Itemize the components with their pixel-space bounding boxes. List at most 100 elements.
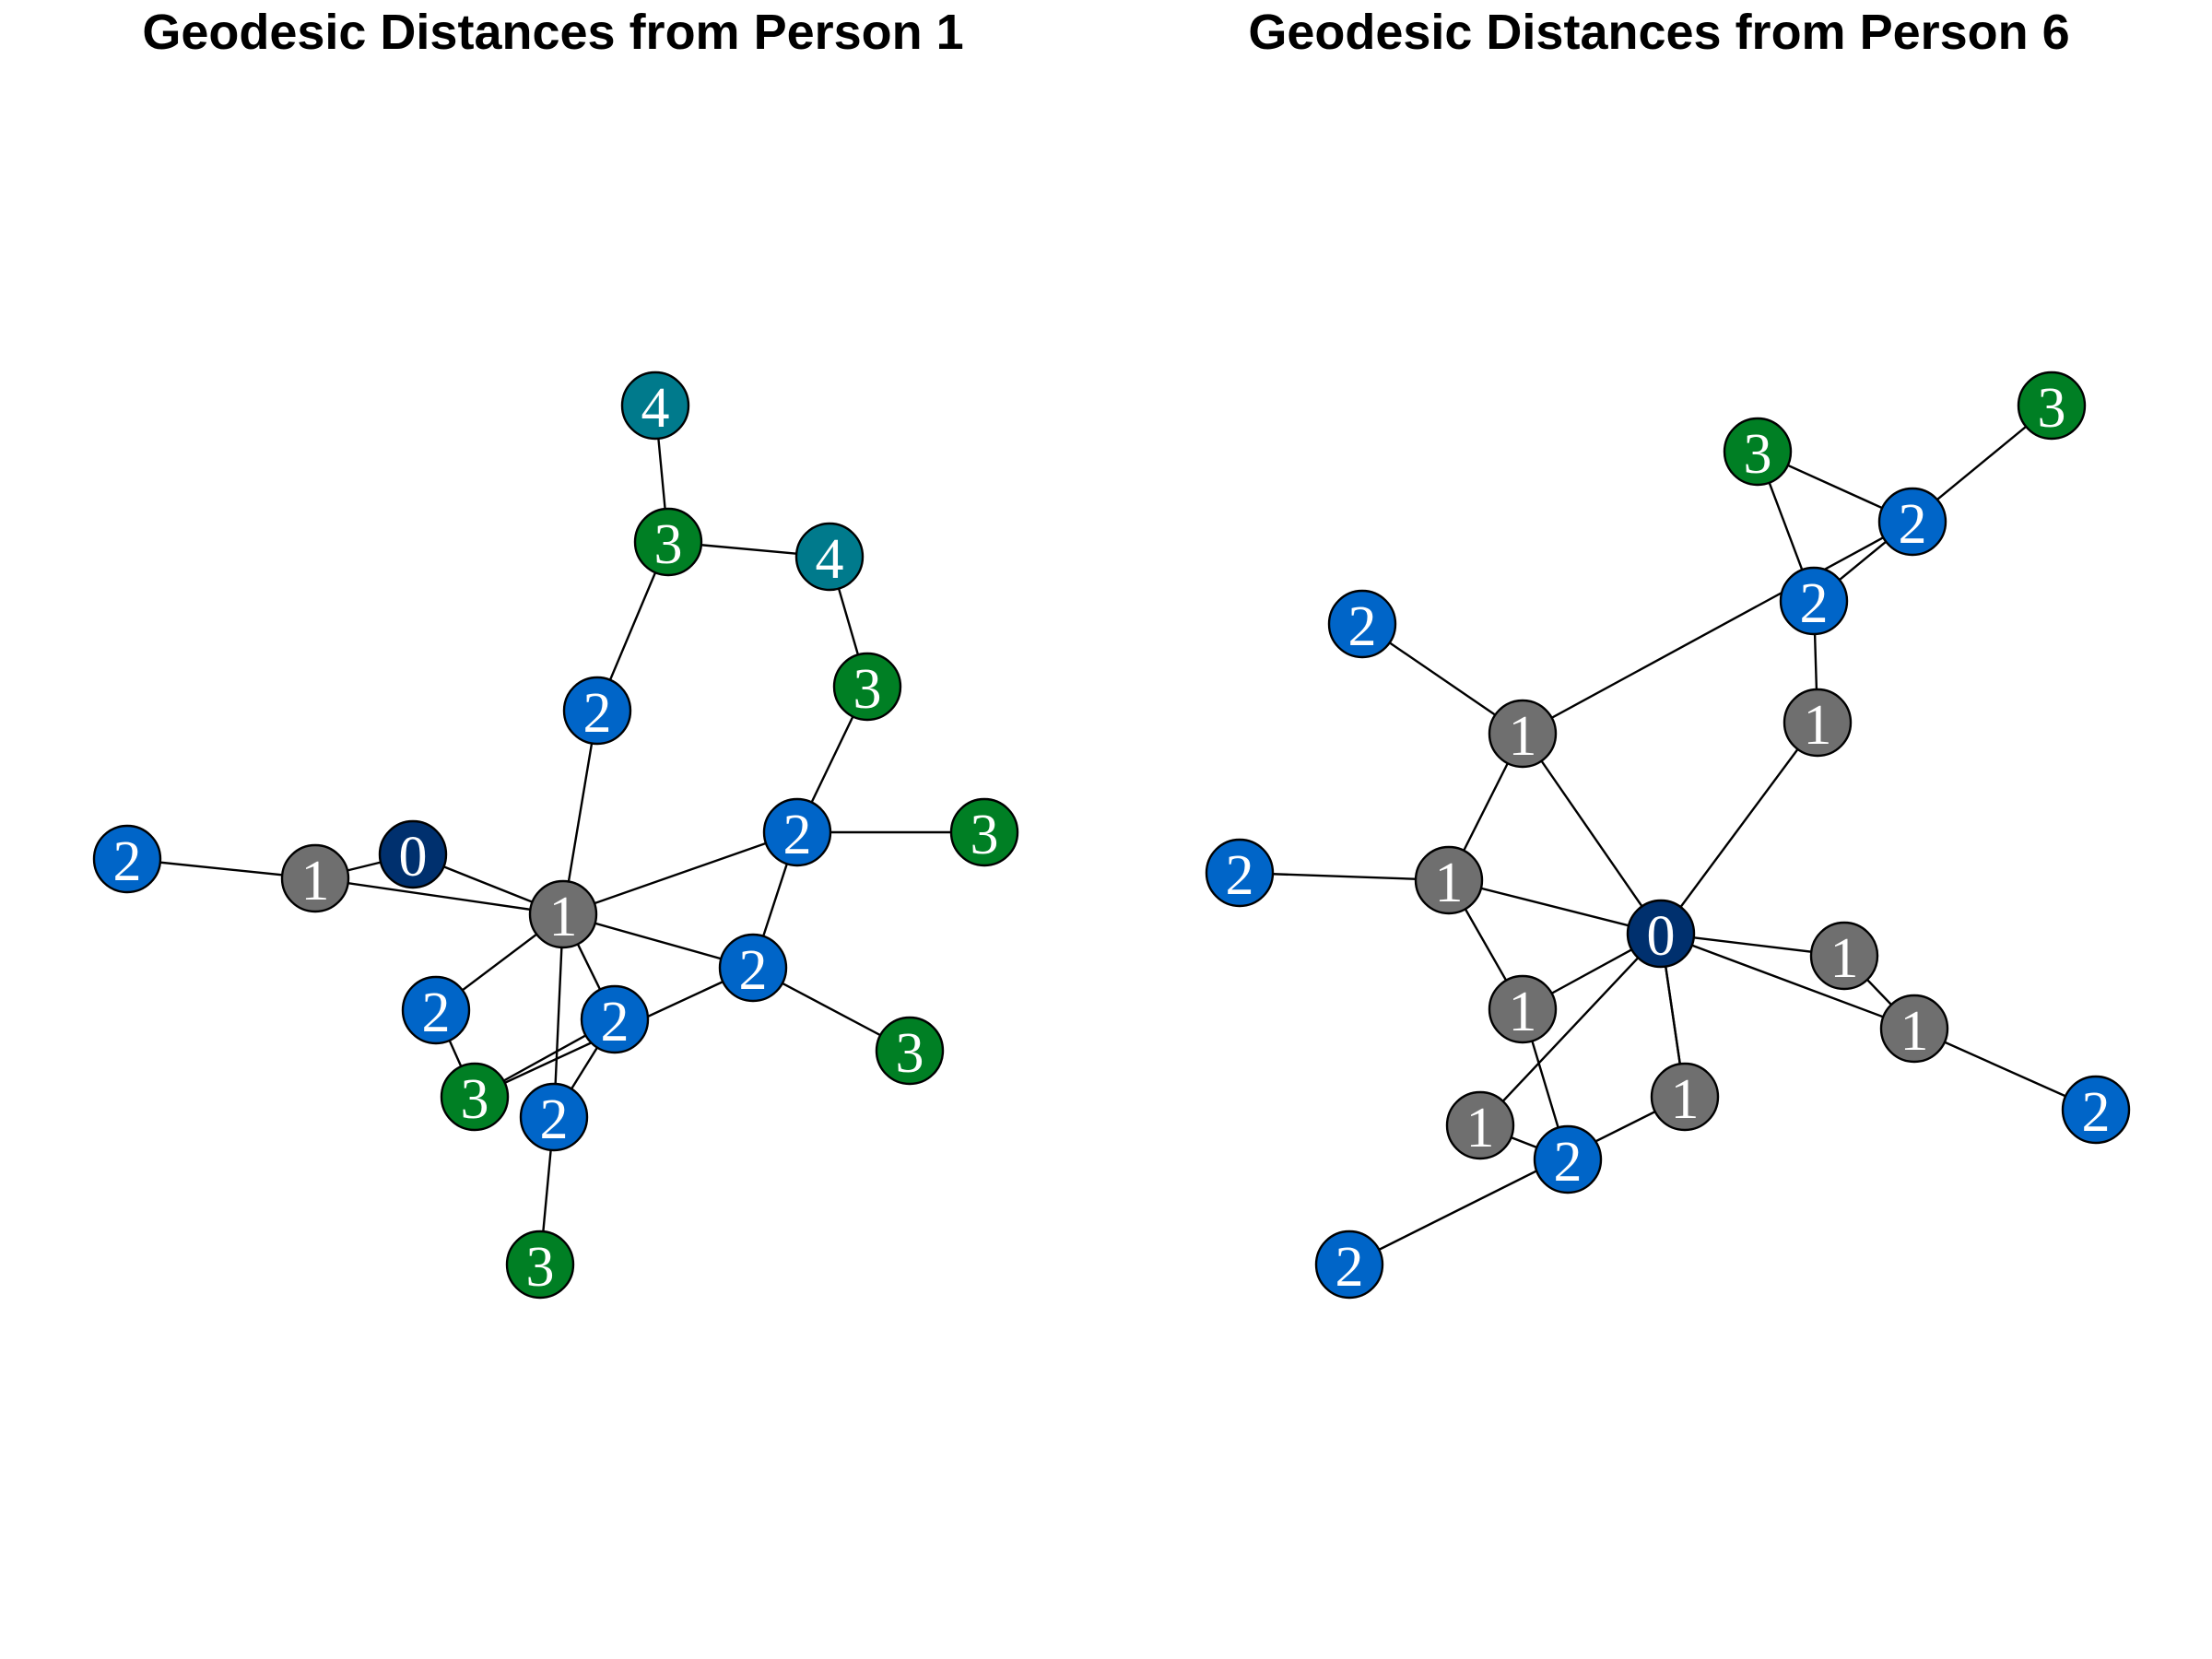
- graph-node: 0: [378, 819, 448, 889]
- graph-edge: [314, 877, 564, 916]
- node-circle: [1779, 566, 1849, 636]
- graph-node: 1: [1650, 1062, 1720, 1132]
- node-distance-label: 2: [783, 804, 812, 866]
- graph-edge: [1660, 932, 1915, 1030]
- right-panel-title: Geodesic Distances from Person 6: [1248, 5, 2070, 60]
- node-distance-label: 2: [113, 830, 142, 893]
- node-circle: [1414, 845, 1484, 915]
- node-distance-label: 3: [2038, 377, 2066, 440]
- node-circle: [1879, 994, 1949, 1064]
- node-circle: [1327, 589, 1397, 659]
- graph-node: 1: [1414, 845, 1484, 915]
- graph-node: 2: [718, 933, 788, 1003]
- graph-edge: [561, 710, 599, 915]
- graph-node: 3: [633, 507, 703, 577]
- node-circle: [620, 371, 690, 441]
- node-circle: [528, 879, 598, 949]
- graph-node: 1: [1783, 688, 1853, 758]
- graph-node: 2: [2061, 1075, 2131, 1145]
- graph-node: 2: [1314, 1230, 1384, 1300]
- graph-edge: [1522, 733, 1662, 935]
- graph-node: 2: [519, 1082, 589, 1152]
- node-circle: [562, 676, 632, 746]
- graph-node: 1: [1809, 921, 1879, 991]
- graph-node: 2: [1533, 1124, 1603, 1194]
- node-distance-label: 1: [1509, 705, 1537, 768]
- graph-node: 3: [875, 1016, 945, 1086]
- node-distance-label: 3: [654, 513, 683, 576]
- graph-node: 1: [280, 843, 350, 913]
- node-distance-label: 2: [601, 991, 629, 1053]
- node-distance-label: 1: [1900, 1000, 1929, 1063]
- node-distance-label: 1: [1671, 1068, 1700, 1131]
- node-circle: [92, 824, 162, 894]
- graph-node: 2: [401, 975, 471, 1045]
- node-distance-label: 0: [1647, 905, 1676, 968]
- graph-node: 0: [1626, 899, 1696, 969]
- graph-node: 1: [1488, 699, 1558, 769]
- node-circle: [1877, 487, 1947, 557]
- graph-node: 3: [2017, 371, 2087, 441]
- node-distance-label: 2: [1899, 493, 1927, 556]
- node-distance-label: 3: [1744, 423, 1772, 486]
- node-distance-label: 2: [1335, 1236, 1364, 1299]
- node-distance-label: 1: [1830, 927, 1859, 990]
- node-distance-label: 3: [461, 1068, 489, 1131]
- graph-node: 1: [1445, 1090, 1515, 1160]
- node-circle: [1533, 1124, 1603, 1194]
- node-circle: [1626, 899, 1696, 969]
- node-distance-label: 4: [816, 528, 844, 591]
- node-circle: [1783, 688, 1853, 758]
- node-circle: [1445, 1090, 1515, 1160]
- graph-node: 1: [528, 879, 598, 949]
- node-circle: [1809, 921, 1879, 991]
- node-circle: [1205, 838, 1275, 908]
- left-panel-title: Geodesic Distances from Person 1: [142, 5, 964, 60]
- graph-node: 2: [562, 676, 632, 746]
- node-distance-label: 2: [583, 682, 612, 745]
- graph-edge: [1660, 722, 1818, 935]
- graph-node: 2: [1877, 487, 1947, 557]
- graph-node: 1: [1879, 994, 1949, 1064]
- graph-node: 2: [92, 824, 162, 894]
- node-circle: [762, 797, 832, 867]
- graph-edge: [1479, 933, 1662, 1126]
- node-distance-label: 2: [739, 939, 768, 1002]
- graph-node: 2: [762, 797, 832, 867]
- node-distance-label: 3: [526, 1236, 555, 1299]
- node-circle: [633, 507, 703, 577]
- node-distance-label: 2: [422, 982, 451, 1044]
- node-circle: [519, 1082, 589, 1152]
- node-circle: [1488, 974, 1558, 1044]
- node-circle: [378, 819, 448, 889]
- node-distance-label: 3: [896, 1022, 924, 1085]
- node-circle: [1723, 417, 1793, 487]
- node-distance-label: 1: [301, 850, 330, 912]
- node-distance-label: 2: [1554, 1131, 1583, 1194]
- graph-node: 2: [1779, 566, 1849, 636]
- graph-node: 3: [440, 1062, 510, 1132]
- node-circle: [1314, 1230, 1384, 1300]
- node-circle: [2017, 371, 2087, 441]
- graph-edge: [1522, 520, 1913, 735]
- node-distance-label: 3: [971, 804, 999, 866]
- node-circle: [505, 1230, 575, 1300]
- graph-edge: [1448, 878, 1662, 935]
- graph-node: 1: [1488, 974, 1558, 1044]
- node-distance-label: 1: [1466, 1097, 1495, 1159]
- graph-node: 2: [580, 984, 650, 1054]
- node-circle: [1488, 699, 1558, 769]
- node-distance-label: 1: [1509, 981, 1537, 1043]
- node-distance-label: 2: [1226, 844, 1254, 907]
- node-circle: [949, 797, 1019, 867]
- node-distance-label: 1: [1435, 852, 1464, 914]
- node-distance-label: 4: [641, 377, 670, 440]
- node-distance-label: 0: [399, 826, 428, 888]
- graph-edge: [1348, 1095, 1686, 1266]
- node-circle: [832, 652, 902, 722]
- graph-node: 3: [505, 1230, 575, 1300]
- node-distance-label: 2: [1800, 572, 1829, 635]
